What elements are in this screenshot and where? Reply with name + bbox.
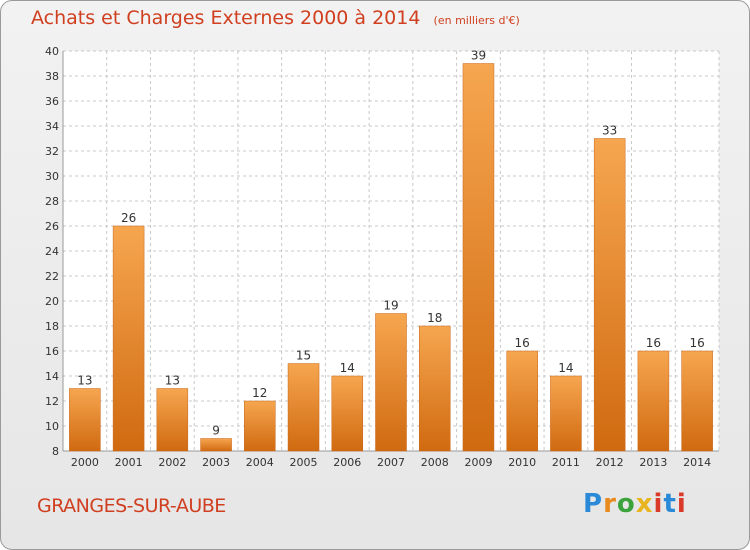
x-tick-label: 2002 (158, 456, 186, 469)
y-tick-label: 28 (45, 195, 59, 208)
x-tick-label: 2011 (552, 456, 580, 469)
x-tick-label: 2014 (683, 456, 711, 469)
x-tick-label: 2003 (202, 456, 230, 469)
x-tick-label: 2000 (71, 456, 99, 469)
value-label: 14 (340, 361, 355, 375)
bar (637, 350, 670, 452)
x-tick-label: 2009 (464, 456, 492, 469)
y-tick-label: 38 (45, 70, 59, 83)
bar (244, 400, 276, 452)
value-label: 26 (121, 211, 136, 225)
bar (550, 375, 582, 452)
bar (681, 350, 713, 452)
y-tick-label: 22 (45, 270, 59, 283)
value-label: 9 (212, 424, 220, 438)
x-tick-label: 2007 (377, 456, 405, 469)
proxiti-logo: Proxiti (583, 489, 687, 519)
bar (69, 388, 101, 452)
y-tick-label: 18 (45, 320, 59, 333)
value-label: 18 (427, 311, 442, 325)
value-label: 13 (165, 374, 180, 388)
value-label: 13 (77, 374, 92, 388)
x-tick-label: 2004 (246, 456, 274, 469)
y-tick-label: 30 (45, 170, 59, 183)
y-tick-label: 40 (45, 45, 59, 58)
chart-title: Achats et Charges Externes 2000 à 2014 (31, 7, 421, 29)
x-tick-label: 2012 (596, 456, 624, 469)
y-tick-label: 34 (45, 120, 59, 133)
value-label: 14 (558, 361, 573, 375)
value-label: 12 (252, 386, 267, 400)
x-tick-label: 2008 (421, 456, 449, 469)
x-tick-label: 2005 (290, 456, 318, 469)
bar (287, 363, 320, 452)
title-row: Achats et Charges Externes 2000 à 2014 (… (31, 7, 520, 29)
bar (593, 138, 626, 452)
value-label: 15 (296, 349, 311, 363)
x-tick-label: 2006 (333, 456, 361, 469)
bar (112, 225, 145, 452)
bar (331, 375, 364, 452)
x-tick-label: 2001 (115, 456, 143, 469)
bar (200, 438, 232, 452)
y-tick-label: 8 (52, 445, 59, 458)
y-tick-label: 36 (45, 95, 59, 108)
y-tick-label: 12 (45, 395, 59, 408)
value-label: 33 (602, 124, 617, 138)
bar (375, 313, 407, 452)
value-label: 39 (471, 49, 486, 63)
y-tick-label: 32 (45, 145, 59, 158)
x-tick-label: 2013 (639, 456, 667, 469)
bar (462, 63, 495, 452)
y-tick-label: 20 (45, 295, 59, 308)
value-label: 16 (515, 336, 530, 350)
bar (156, 388, 189, 452)
bar (506, 350, 538, 452)
bar (418, 325, 451, 452)
commune-name: GRANGES-SUR-AUBE (37, 495, 226, 517)
chart-unit: (en milliers d'€) (433, 14, 520, 27)
y-tick-label: 10 (45, 420, 59, 433)
value-label: 19 (383, 299, 398, 313)
value-label: 16 (646, 336, 661, 350)
x-tick-label: 2010 (508, 456, 536, 469)
y-tick-label: 16 (45, 345, 59, 358)
value-label: 16 (689, 336, 704, 350)
y-tick-label: 24 (45, 245, 59, 258)
y-tick-label: 14 (45, 370, 59, 383)
y-tick-label: 26 (45, 220, 59, 233)
